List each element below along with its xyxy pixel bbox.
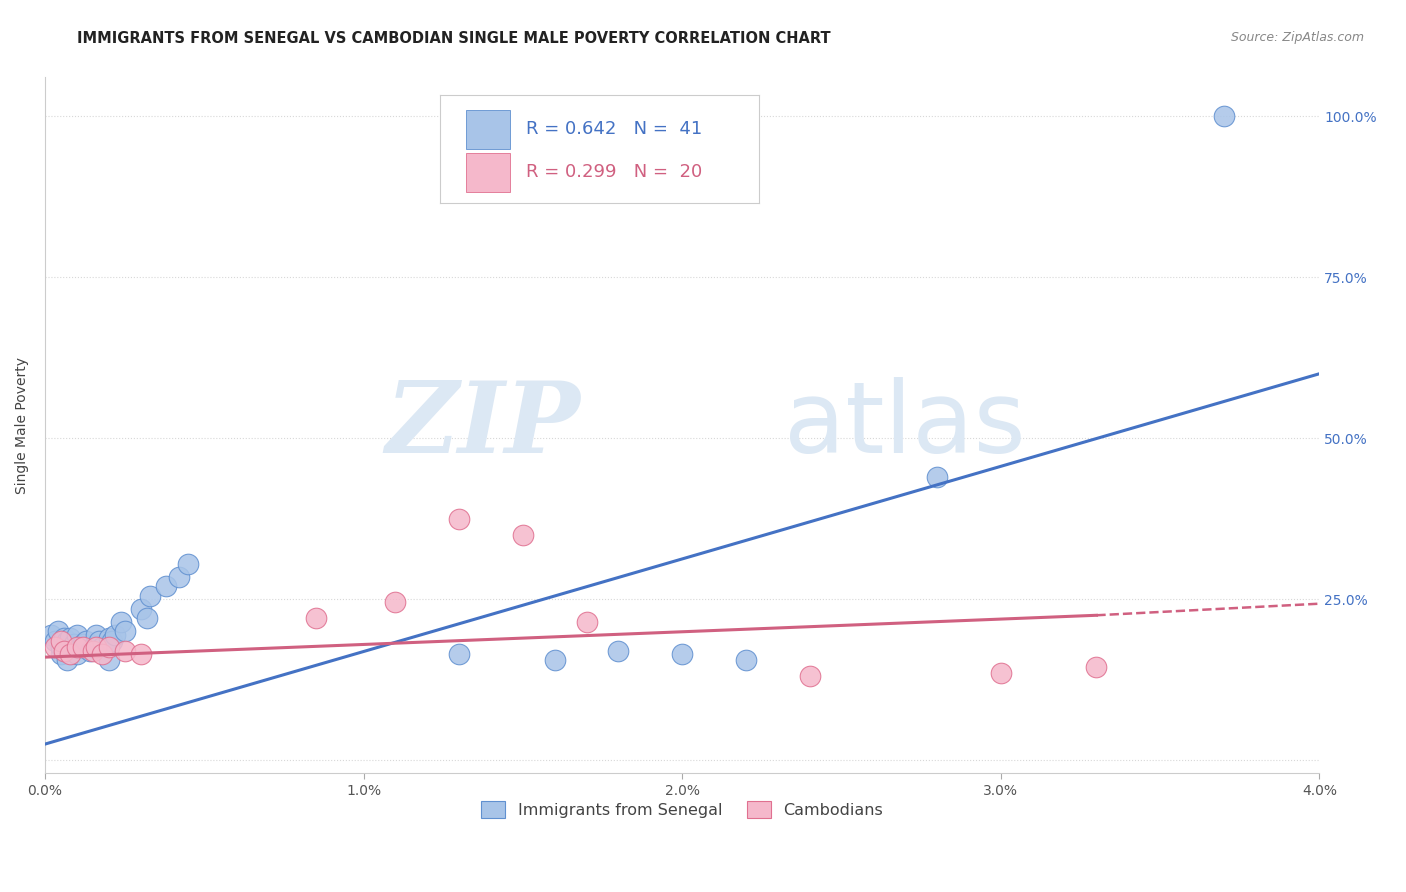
- Point: [97, 653, 120, 667]
- Point: [56, 653, 79, 667]
- Point: [72, 637, 94, 651]
- Point: [114, 624, 136, 639]
- Point: [62, 637, 84, 651]
- Text: ZIP: ZIP: [385, 377, 581, 474]
- Y-axis label: Single Male Poverty: Single Male Poverty: [15, 357, 30, 494]
- Point: [53, 631, 76, 645]
- Point: [91, 640, 114, 655]
- Point: [82, 643, 104, 657]
- Point: [53, 643, 76, 657]
- Point: [59, 631, 82, 645]
- Point: [89, 634, 111, 648]
- Legend: Immigrants from Senegal, Cambodians: Immigrants from Senegal, Cambodians: [475, 795, 890, 824]
- Point: [927, 470, 949, 484]
- Point: [84, 640, 107, 655]
- Point: [449, 511, 471, 525]
- Point: [155, 579, 177, 593]
- Point: [84, 627, 107, 641]
- Point: [139, 589, 162, 603]
- Point: [735, 653, 758, 667]
- Point: [607, 643, 630, 657]
- Point: [97, 631, 120, 645]
- Point: [544, 653, 567, 667]
- Point: [49, 634, 72, 648]
- Point: [449, 647, 471, 661]
- Point: [44, 640, 66, 655]
- Point: [671, 647, 693, 661]
- Point: [49, 647, 72, 661]
- Point: [72, 640, 94, 655]
- Point: [1085, 660, 1108, 674]
- Point: [62, 640, 84, 655]
- Point: [136, 611, 159, 625]
- Point: [167, 569, 190, 583]
- Point: [44, 634, 66, 648]
- Point: [75, 634, 97, 648]
- Text: atlas: atlas: [785, 376, 1026, 474]
- Point: [66, 647, 89, 661]
- Point: [990, 666, 1012, 681]
- Text: Source: ZipAtlas.com: Source: ZipAtlas.com: [1230, 31, 1364, 45]
- Point: [177, 557, 200, 571]
- Point: [41, 627, 63, 641]
- Point: [104, 627, 127, 641]
- Point: [69, 640, 91, 655]
- Point: [129, 602, 152, 616]
- Point: [46, 624, 69, 639]
- Text: IMMIGRANTS FROM SENEGAL VS CAMBODIAN SINGLE MALE POVERTY CORRELATION CHART: IMMIGRANTS FROM SENEGAL VS CAMBODIAN SIN…: [77, 31, 831, 46]
- Point: [66, 627, 89, 641]
- Point: [82, 640, 104, 655]
- Point: [101, 634, 124, 648]
- Point: [575, 615, 598, 629]
- Point: [1212, 109, 1234, 123]
- Point: [305, 611, 328, 625]
- Point: [66, 640, 89, 655]
- Point: [56, 634, 79, 648]
- Point: [59, 647, 82, 661]
- Point: [79, 643, 101, 657]
- Point: [512, 528, 534, 542]
- Point: [114, 643, 136, 657]
- Point: [49, 640, 72, 655]
- Point: [384, 595, 406, 609]
- Point: [110, 615, 132, 629]
- Point: [129, 647, 152, 661]
- Point: [799, 669, 821, 683]
- Point: [53, 643, 76, 657]
- Point: [91, 647, 114, 661]
- Point: [97, 640, 120, 655]
